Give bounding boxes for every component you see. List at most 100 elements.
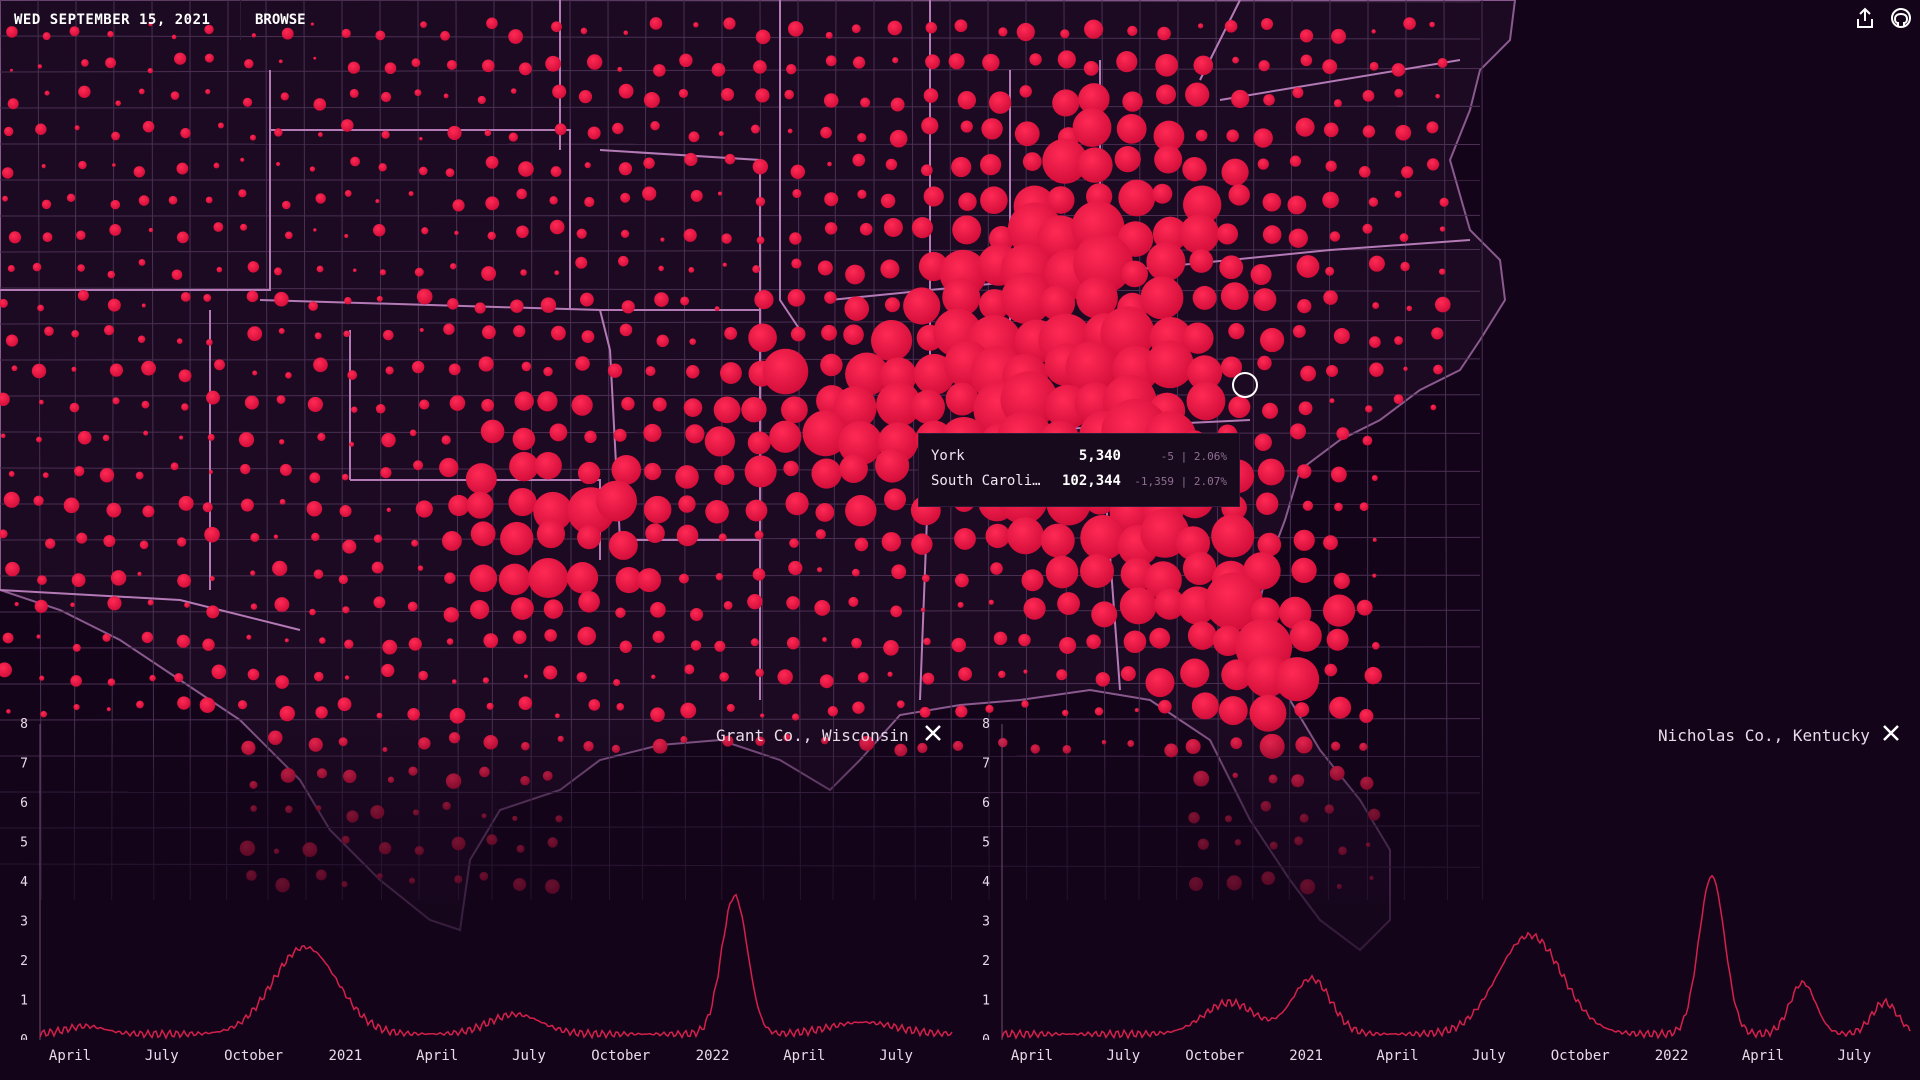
county-bubble[interactable]	[678, 495, 696, 513]
county-bubble[interactable]	[317, 132, 323, 137]
county-bubble[interactable]	[500, 521, 534, 556]
county-bubble[interactable]	[73, 704, 80, 711]
county-bubble[interactable]	[280, 92, 289, 101]
county-bubble[interactable]	[168, 195, 178, 205]
county-bubble[interactable]	[623, 30, 629, 36]
county-bubble[interactable]	[1218, 696, 1248, 726]
county-bubble[interactable]	[171, 269, 183, 281]
county-bubble[interactable]	[0, 529, 8, 539]
county-bubble[interactable]	[753, 60, 767, 74]
county-bubble[interactable]	[276, 395, 286, 404]
county-bubble[interactable]	[379, 269, 387, 276]
county-bubble[interactable]	[1232, 56, 1239, 64]
county-bubble[interactable]	[206, 390, 220, 405]
county-bubble[interactable]	[378, 163, 387, 172]
county-bubble[interactable]	[1221, 158, 1249, 186]
county-bubble[interactable]	[910, 389, 945, 424]
county-bubble[interactable]	[755, 29, 771, 45]
county-bubble[interactable]	[420, 21, 427, 29]
county-bubble[interactable]	[347, 61, 360, 74]
county-bubble[interactable]	[207, 433, 215, 441]
county-bubble[interactable]	[981, 118, 1003, 140]
county-bubble[interactable]	[184, 602, 190, 608]
county-bubble[interactable]	[449, 707, 466, 724]
county-bubble[interactable]	[315, 193, 326, 204]
county-bubble[interactable]	[278, 59, 283, 64]
county-bubble[interactable]	[684, 664, 695, 675]
county-bubble[interactable]	[180, 291, 191, 302]
county-bubble[interactable]	[448, 363, 461, 376]
county-bubble[interactable]	[141, 400, 150, 409]
county-bubble[interactable]	[408, 191, 414, 197]
county-bubble[interactable]	[680, 296, 690, 306]
county-bubble[interactable]	[578, 590, 600, 613]
county-bubble[interactable]	[1116, 113, 1147, 144]
county-bubble[interactable]	[619, 640, 632, 653]
county-bubble[interactable]	[9, 68, 13, 72]
county-bubble[interactable]	[957, 91, 977, 110]
county-bubble[interactable]	[576, 228, 587, 239]
county-bubble[interactable]	[645, 366, 656, 377]
county-bubble[interactable]	[584, 196, 595, 208]
county-bubble[interactable]	[817, 567, 823, 573]
county-bubble[interactable]	[3, 126, 14, 137]
county-bubble[interactable]	[718, 533, 727, 542]
county-bubble[interactable]	[36, 436, 42, 443]
county-bubble[interactable]	[552, 84, 567, 99]
county-bubble[interactable]	[744, 455, 777, 488]
county-bubble[interactable]	[386, 507, 392, 513]
county-bubble[interactable]	[1297, 464, 1312, 479]
county-bubble[interactable]	[1179, 214, 1220, 254]
county-bubble[interactable]	[615, 566, 642, 594]
county-bubble[interactable]	[1426, 121, 1439, 134]
county-bubble[interactable]	[176, 231, 189, 244]
county-bubble[interactable]	[244, 59, 254, 69]
county-bubble[interactable]	[344, 675, 350, 680]
county-bubble[interactable]	[278, 327, 285, 334]
county-bubble[interactable]	[1056, 669, 1068, 681]
county-bubble[interactable]	[1274, 657, 1320, 702]
county-bubble[interactable]	[890, 605, 903, 618]
county-bubble[interactable]	[178, 369, 192, 383]
county-bubble[interactable]	[447, 125, 462, 141]
county-bubble[interactable]	[857, 189, 867, 199]
county-bubble[interactable]	[876, 381, 922, 427]
county-bubble[interactable]	[792, 189, 802, 199]
county-bubble[interactable]	[1297, 299, 1312, 314]
county-bubble[interactable]	[620, 192, 631, 203]
county-bubble[interactable]	[413, 460, 424, 471]
county-bubble[interactable]	[44, 90, 50, 96]
county-bubble[interactable]	[37, 304, 44, 312]
county-bubble[interactable]	[1195, 129, 1208, 142]
county-bubble[interactable]	[980, 154, 1002, 176]
county-bubble[interactable]	[881, 532, 902, 552]
county-bubble[interactable]	[549, 219, 565, 235]
county-bubble[interactable]	[1372, 537, 1377, 542]
county-bubble[interactable]	[1364, 666, 1382, 685]
county-bubble[interactable]	[723, 17, 736, 30]
county-bubble[interactable]	[643, 423, 662, 443]
county-bubble[interactable]	[860, 97, 871, 108]
county-bubble[interactable]	[282, 200, 291, 210]
county-bubble[interactable]	[1325, 266, 1335, 276]
county-bubble[interactable]	[811, 458, 842, 489]
county-bubble[interactable]	[206, 605, 220, 619]
county-bubble[interactable]	[274, 597, 290, 612]
county-bubble[interactable]	[308, 301, 318, 311]
county-bubble[interactable]	[611, 455, 642, 485]
county-bubble[interactable]	[284, 638, 289, 643]
county-bubble[interactable]	[545, 55, 562, 72]
county-bubble[interactable]	[851, 24, 861, 34]
county-bubble[interactable]	[176, 338, 183, 344]
county-bubble[interactable]	[148, 21, 153, 27]
county-bubble[interactable]	[845, 352, 889, 396]
county-bubble[interactable]	[615, 607, 626, 618]
county-bubble[interactable]	[469, 564, 498, 593]
county-bubble[interactable]	[643, 462, 662, 481]
county-bubble[interactable]	[1262, 402, 1279, 419]
county-bubble[interactable]	[621, 300, 635, 314]
county-bubble[interactable]	[452, 199, 465, 212]
county-bubble[interactable]	[1023, 597, 1046, 620]
county-bubble[interactable]	[0, 662, 12, 678]
county-bubble[interactable]	[985, 523, 1010, 549]
